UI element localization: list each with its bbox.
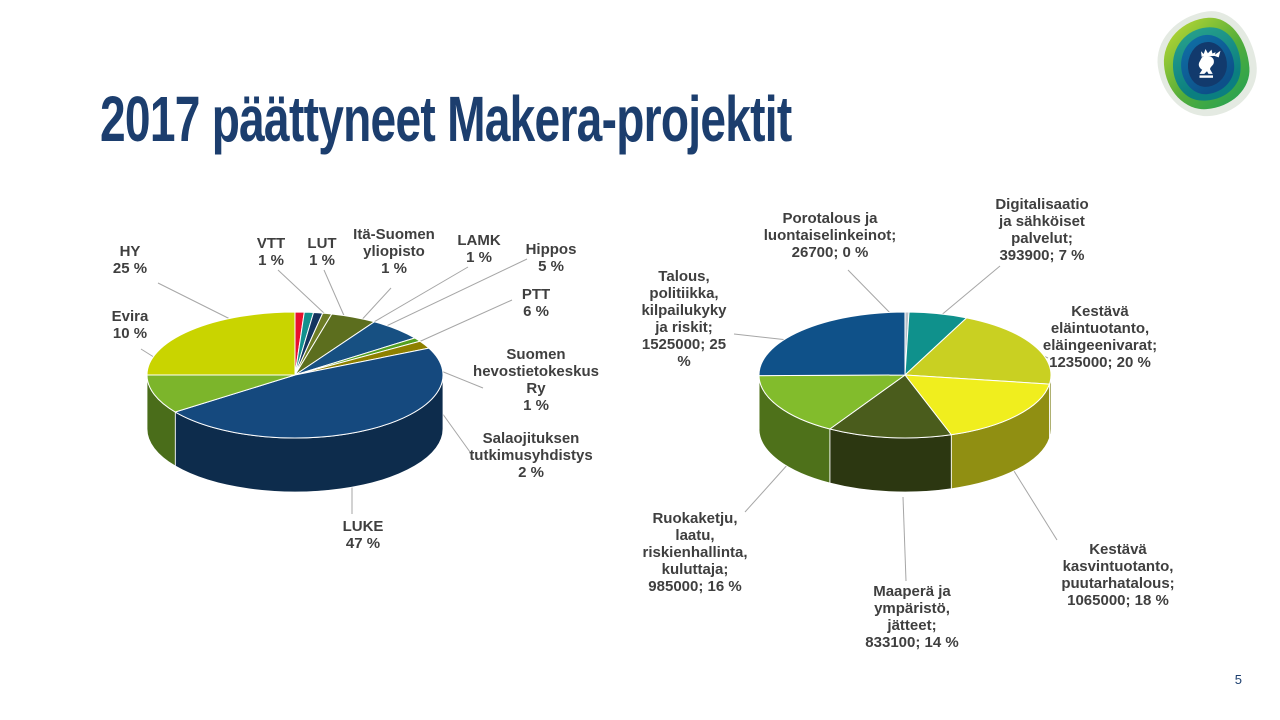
page-title: 2017 päättyneet Makera-projektit bbox=[100, 83, 792, 155]
leader-line bbox=[902, 496, 907, 582]
label-ptt: PTT 6 % bbox=[521, 286, 551, 321]
label-ita-suomen: Itä-Suomen yliopisto 1 % bbox=[353, 226, 435, 278]
label-elaintuotanto: Kestävä eläintuotanto, eläingeenivarat; … bbox=[1042, 303, 1158, 372]
finnish-lion-icon bbox=[1198, 49, 1221, 78]
leader-line bbox=[847, 269, 898, 321]
label-porotalous: Porotalous ja luontaiselinkeinot; 26700;… bbox=[763, 210, 897, 262]
label-digitalisaatio: Digitalisaatio ja sähköiset palvelut; 39… bbox=[995, 196, 1089, 265]
label-hevostietokeskus: Suomen hevostietokeskus Ry 1 % bbox=[473, 346, 599, 415]
organizations-pie bbox=[146, 311, 444, 493]
label-salaojituksen: Salaojituksen tutkimusyhdistys 2 % bbox=[469, 430, 593, 482]
leader-line bbox=[744, 462, 790, 513]
leader-line bbox=[411, 299, 513, 346]
label-kasvintuotanto: Kestävä kasvintuotanto, puutarhatalous; … bbox=[1061, 541, 1175, 610]
leader-line bbox=[1008, 462, 1058, 541]
leader-line bbox=[440, 370, 484, 389]
label-lamk: LAMK 1 % bbox=[457, 232, 501, 267]
label-evira: Evira 10 % bbox=[111, 308, 149, 343]
page-number: 5 bbox=[1234, 672, 1242, 687]
ministry-logo bbox=[1151, 5, 1263, 123]
themes-pie bbox=[758, 311, 1052, 493]
label-maapera: Maaperä ja ympäristö, jätteet; 833100; 1… bbox=[865, 583, 959, 652]
label-ruokaketju: Ruokaketju, laatu, riskienhallinta, kulu… bbox=[642, 510, 748, 596]
label-hy: HY 25 % bbox=[112, 243, 148, 278]
label-hippos: Hippos 5 % bbox=[525, 241, 577, 276]
label-luke: LUKE 47 % bbox=[342, 518, 384, 553]
leader-line bbox=[366, 266, 469, 327]
label-lut: LUT 1 % bbox=[307, 235, 337, 270]
leader-line bbox=[379, 258, 528, 330]
label-vtt: VTT 1 % bbox=[256, 235, 286, 270]
label-talous: Talous, politiikka, kilpailukyky ja risk… bbox=[641, 268, 727, 371]
leader-line bbox=[932, 265, 1001, 323]
